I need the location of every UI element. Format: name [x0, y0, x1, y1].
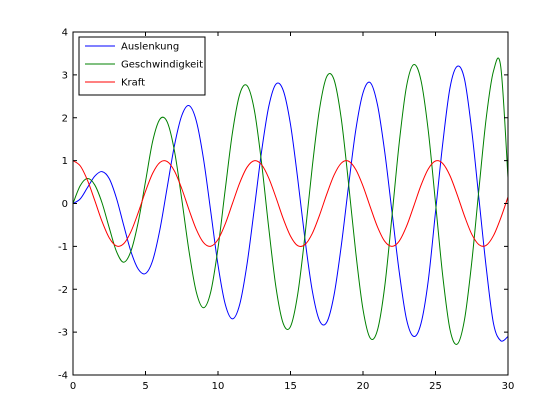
y-tick-label: -1 — [58, 242, 68, 253]
legend: Auslenkung Geschwindigkeit Kraft — [78, 36, 206, 96]
y-tick-label: -4 — [58, 371, 68, 382]
ticks-layer: 0 5 10 15 20 25 30 -4 -3 -2 -1 0 1 2 3 4 — [58, 28, 514, 393]
y-tick-label: 2 — [62, 113, 68, 124]
x-tick-label: 15 — [284, 381, 297, 392]
x-tick-label: 20 — [357, 381, 370, 392]
x-tick-label: 30 — [502, 381, 515, 392]
legend-box — [78, 36, 206, 96]
y-tick-label: 3 — [62, 70, 68, 81]
y-tick-label: 1 — [62, 156, 68, 167]
y-tick-label: -2 — [58, 285, 68, 296]
legend-items: Auslenkung Geschwindigkeit Kraft — [85, 42, 203, 89]
x-tick-label: 25 — [429, 381, 442, 392]
x-tick-label: 0 — [70, 381, 76, 392]
legend-label-auslenkung: Auslenkung — [121, 42, 179, 53]
x-tick-label: 5 — [142, 381, 148, 392]
y-tick-label: 4 — [62, 28, 68, 39]
series-line-geschwindigkeit — [72, 57, 509, 345]
series-layer — [72, 57, 509, 345]
x-tick-label: 10 — [212, 381, 225, 392]
y-tick-label: 0 — [62, 199, 68, 210]
series-line-auslenkung — [72, 65, 509, 342]
series-line-kraft — [72, 160, 509, 247]
legend-label-geschwindigkeit: Geschwindigkeit — [121, 60, 203, 71]
y-tick-label: -3 — [58, 328, 68, 339]
legend-label-kraft: Kraft — [121, 78, 145, 89]
